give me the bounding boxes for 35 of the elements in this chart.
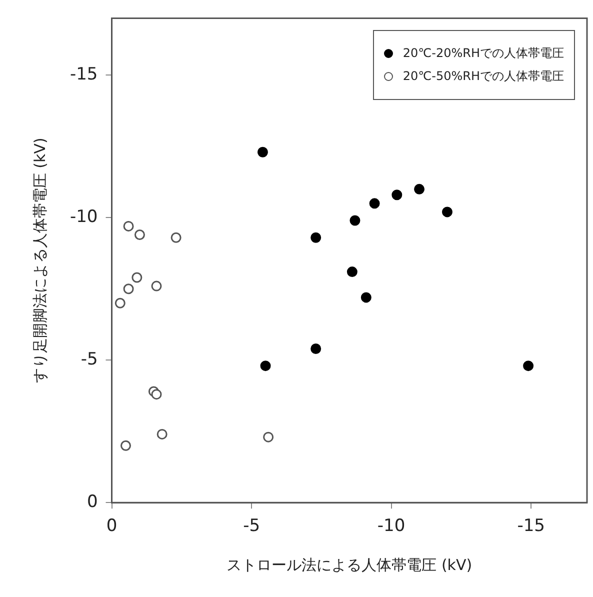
point xyxy=(151,389,162,400)
x-tick-label: 0 xyxy=(106,516,118,536)
point xyxy=(257,146,268,158)
point xyxy=(392,190,402,200)
point xyxy=(350,215,360,226)
point xyxy=(132,272,142,283)
x-tick-label: -5 xyxy=(243,516,260,536)
point xyxy=(123,284,134,294)
y-axis-title: すり足開脚法による人体帯電圧 (kV) xyxy=(30,138,49,384)
point xyxy=(360,292,372,303)
y-tick-label: -10 xyxy=(70,207,98,228)
point xyxy=(260,360,271,372)
point xyxy=(170,232,182,243)
y-tick-label: 0 xyxy=(86,492,98,512)
point xyxy=(134,230,145,240)
point xyxy=(263,432,274,442)
x-tick-label: -15 xyxy=(517,516,545,536)
point xyxy=(369,198,380,209)
legend-label: 20℃-20%RHでの人体帯電圧 xyxy=(402,45,564,62)
point xyxy=(310,343,322,354)
point xyxy=(123,220,134,232)
y-tick-label: -15 xyxy=(70,64,98,85)
legend-label: 20℃-50%RHでの人体帯電圧 xyxy=(402,68,564,86)
point xyxy=(151,280,162,292)
x-tick-label: -10 xyxy=(377,516,406,536)
x-axis-title: ストロール法による人体帯電圧 (kV) xyxy=(226,556,472,574)
point xyxy=(156,428,168,440)
point xyxy=(523,360,534,372)
y-tick-label: -5 xyxy=(80,350,98,370)
point xyxy=(414,184,425,194)
point xyxy=(310,232,322,243)
point xyxy=(114,298,126,308)
point xyxy=(346,266,358,278)
point xyxy=(120,440,131,451)
point xyxy=(442,206,452,218)
